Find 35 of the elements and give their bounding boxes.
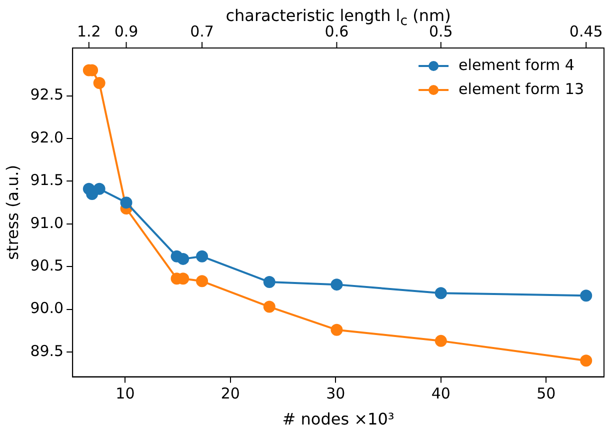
y-tick-label: 91.0 xyxy=(30,214,64,232)
y-tick-label: 90.5 xyxy=(30,256,64,275)
y-tick-label: 89.5 xyxy=(30,342,64,360)
legend-label: element form 4 xyxy=(458,56,574,74)
annotation: 0.5 xyxy=(428,22,453,40)
annotation: 1.2 xyxy=(76,22,101,40)
point xyxy=(580,354,592,367)
point xyxy=(93,182,106,195)
annotation: 0.7 xyxy=(190,22,214,40)
point xyxy=(120,196,132,209)
point xyxy=(196,275,208,288)
x-tick-label: 30 xyxy=(326,384,346,403)
point xyxy=(263,300,276,313)
y-tick-label: 91.5 xyxy=(30,171,64,190)
point xyxy=(330,324,343,336)
x-tick-label: 10 xyxy=(116,384,135,403)
point xyxy=(177,252,190,265)
point xyxy=(434,287,447,300)
x-axis-title: # nodes ×10³ xyxy=(282,410,394,429)
point xyxy=(330,278,343,291)
point xyxy=(263,276,276,288)
y-tick-label: 92.5 xyxy=(30,86,64,104)
annotation: 0.9 xyxy=(114,22,138,40)
y-tick-label: 90.0 xyxy=(30,299,64,318)
point xyxy=(434,334,447,347)
x-tick-label: 20 xyxy=(220,384,240,403)
x-tick-label: 40 xyxy=(431,384,450,403)
point xyxy=(196,250,208,262)
point xyxy=(93,77,106,90)
legend-label: element form 13 xyxy=(458,80,584,98)
annotation: 0.45 xyxy=(569,22,603,40)
point xyxy=(580,290,592,302)
y-axis-title: stress (a.u.) xyxy=(2,164,22,260)
y-tick-label: 92.0 xyxy=(30,128,64,146)
x-tick-label: 50 xyxy=(536,384,556,403)
